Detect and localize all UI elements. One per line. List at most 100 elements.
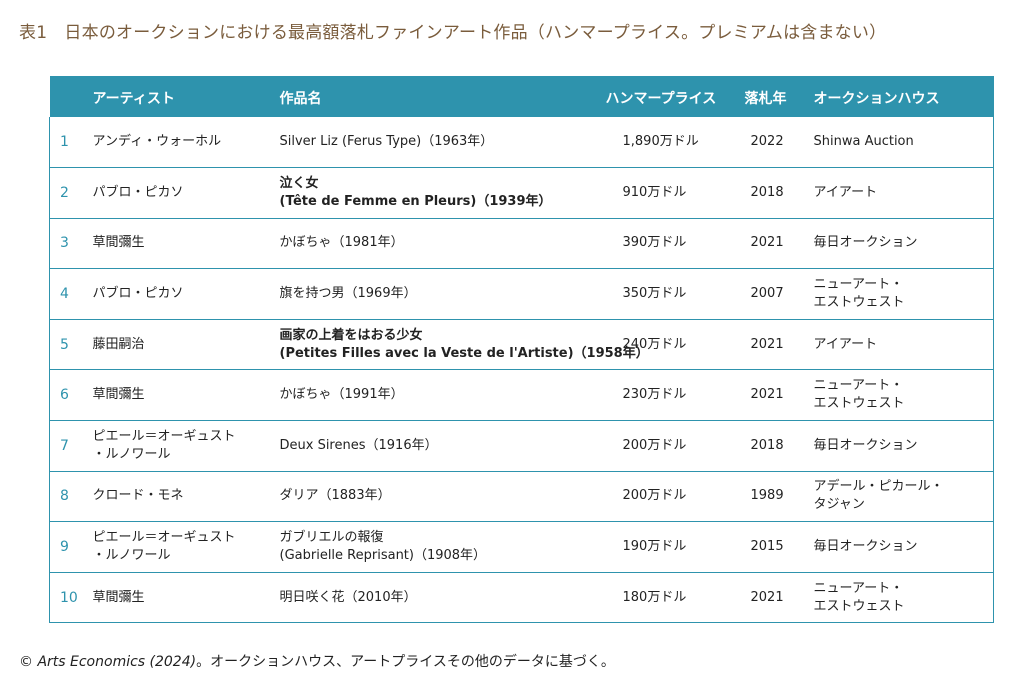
artist-name-line: ・ルノワール: [92, 548, 171, 564]
hammer-price-cell: 200万ドル: [605, 471, 736, 523]
auction-house-line: 毎日オークション: [813, 437, 918, 453]
auction-house-cell: 毎日オークション: [813, 218, 994, 270]
auction-house-line: アイアート: [813, 336, 878, 352]
artist-name-line: 草間彌生: [92, 387, 145, 403]
work-title-line: 画家の上着をはおる少女: [279, 327, 423, 343]
hammer-price-cell: 230万ドル: [605, 369, 736, 422]
work-cell: かぼちゃ（1981年）: [279, 218, 606, 270]
work-cell: ダリア（1883年）: [279, 471, 606, 523]
auction-house-cell: Shinwa Auction: [813, 117, 994, 169]
header-auction-house: オークションハウス: [813, 76, 994, 117]
table-row: 2 パブロ・ピカソ 泣く女 (Tête de Femme en Pleurs)（193…: [49, 167, 994, 219]
work-cell: Deux Sirenes（1916年）: [279, 420, 606, 472]
hammer-price-cell: 910万ドル: [605, 167, 736, 219]
source-footnote: © Arts Economics (2024)。オークションハウス、アートプライ…: [19, 651, 615, 671]
table-row: 4 パブロ・ピカソ 旗を持つ男（1969年） 350万ドル 2007 ニューアート・ エスト…: [49, 268, 994, 320]
sale-year-cell: 2021: [735, 319, 814, 371]
auction-house-line: エストウェスト: [813, 598, 905, 614]
sale-year-cell: 2022: [735, 117, 814, 169]
auction-house-cell: ニューアート・ エストウェスト: [813, 572, 994, 624]
work-cell: 明日咲く花（2010年）: [279, 572, 606, 624]
work-title-line: ガブリエルの報復: [279, 530, 384, 546]
row-number: 4: [49, 268, 93, 320]
auction-house-line: ニューアート・: [813, 378, 904, 394]
sale-year-cell: 2015: [735, 521, 814, 573]
header-no: [49, 76, 93, 117]
sale-year-cell: 2021: [735, 572, 814, 624]
work-cell: かぼちゃ（1991年）: [279, 369, 606, 422]
artist-cell: 草間彌生: [92, 369, 280, 422]
work-title-line: 明日咲く花（2010年）: [279, 589, 417, 605]
auction-house-line: エストウェスト: [813, 396, 905, 412]
artist-name-line: パブロ・ピカソ: [92, 286, 184, 302]
row-number: 5: [49, 319, 93, 371]
work-title-line: (Gabrielle Reprisant)（1908年）: [279, 548, 487, 564]
artist-name-line: ピエール＝オーギュスト: [92, 428, 236, 444]
table-row: 9 ピエール＝オーギュスト ・ルノワール ガブリエルの報復 (Gabrielle Rep…: [49, 521, 994, 573]
hammer-price-cell: 390万ドル: [605, 218, 736, 270]
auction-house-line: エストウェスト: [813, 295, 905, 311]
auction-house-line: ニューアート・: [813, 277, 904, 293]
artist-cell: ピエール＝オーギュスト ・ルノワール: [92, 420, 280, 472]
artist-cell: 藤田嗣治: [92, 319, 280, 371]
work-title-line: (Tête de Femme en Pleurs)（1939年）: [279, 193, 552, 209]
auction-house-line: Shinwa Auction: [813, 134, 914, 150]
source-note: 。オークションハウス、アートプライスその他のデータに基づく。: [196, 654, 615, 670]
work-title-line: 泣く女: [279, 175, 319, 191]
table-row: 5 藤田嗣治 画家の上着をはおる少女 (Petites Filles avec la …: [49, 319, 994, 371]
artist-cell: 草間彌生: [92, 218, 280, 270]
table-row: 6 草間彌生 かぼちゃ（1991年） 230万ドル 2021 ニューアート・ エストウェスト: [49, 369, 994, 422]
artist-name-line: アンディ・ウォーホル: [92, 134, 222, 150]
row-number: 8: [49, 471, 93, 523]
row-number: 6: [49, 369, 93, 422]
work-cell: 泣く女 (Tête de Femme en Pleurs)（1939年）: [279, 167, 606, 219]
table-row: 1 アンディ・ウォーホル Silver Liz (Ferus Type)（1963年…: [49, 117, 994, 169]
sale-year-cell: 1989: [735, 471, 814, 523]
sale-year-cell: 2018: [735, 420, 814, 472]
sale-year-cell: 2007: [735, 268, 814, 320]
row-number: 7: [49, 420, 93, 472]
artist-name-line: 草間彌生: [92, 235, 145, 251]
table-row: 7 ピエール＝オーギュスト ・ルノワール Deux Sirenes（1916年） 200…: [49, 420, 994, 472]
artist-name-line: 藤田嗣治: [92, 336, 145, 352]
artist-cell: ピエール＝オーギュスト ・ルノワール: [92, 521, 280, 573]
work-cell: ガブリエルの報復 (Gabrielle Reprisant)（1908年）: [279, 521, 606, 573]
artist-cell: 草間彌生: [92, 572, 280, 624]
artist-cell: クロード・モネ: [92, 471, 280, 523]
auction-house-cell: 毎日オークション: [813, 521, 994, 573]
sale-year-cell: 2021: [735, 218, 814, 270]
hammer-price-cell: 190万ドル: [605, 521, 736, 573]
artist-name-line: ・ルノワール: [92, 446, 171, 462]
auction-house-line: 毎日オークション: [813, 539, 918, 555]
artist-name-line: パブロ・ピカソ: [92, 184, 184, 200]
header-work: 作品名: [279, 76, 606, 117]
auction-house-cell: ニューアート・ エストウェスト: [813, 369, 994, 422]
hammer-price-cell: 350万ドル: [605, 268, 736, 320]
auction-house-line: タジャン: [813, 497, 865, 513]
row-number: 3: [49, 218, 93, 270]
auction-house-cell: 毎日オークション: [813, 420, 994, 472]
row-number: 1: [49, 117, 93, 169]
work-cell: 画家の上着をはおる少女 (Petites Filles avec la Veste…: [279, 319, 649, 371]
artist-name-line: クロード・モネ: [92, 488, 184, 504]
auction-house-line: 毎日オークション: [813, 235, 918, 251]
header-year: 落札年: [735, 76, 814, 117]
table-body: 1 アンディ・ウォーホル Silver Liz (Ferus Type)（1963年…: [49, 117, 994, 624]
header-hammer-price: ハンマープライス: [605, 76, 736, 117]
auction-table-container: アーティスト 作品名 ハンマープライス 落札年 オークションハウス 1 アンディ・…: [49, 76, 994, 624]
hammer-price-cell: 240万ドル: [605, 319, 736, 371]
auction-house-line: アイアート: [813, 184, 878, 200]
table-header-row: アーティスト 作品名 ハンマープライス 落札年 オークションハウス: [49, 76, 994, 117]
sale-year-cell: 2018: [735, 167, 814, 219]
work-title-line: ダリア（1883年）: [279, 488, 391, 504]
work-cell: 旗を持つ男（1969年）: [279, 268, 606, 320]
header-artist: アーティスト: [92, 76, 280, 117]
artist-cell: アンディ・ウォーホル: [92, 117, 280, 169]
auction-house-line: アデール・ピカール・: [813, 479, 944, 495]
row-number: 2: [49, 167, 93, 219]
work-title-line: かぼちゃ（1991年）: [279, 387, 404, 403]
artist-name-line: ピエール＝オーギュスト: [92, 530, 236, 546]
work-cell: Silver Liz (Ferus Type)（1963年）: [279, 117, 606, 169]
auction-house-cell: アデール・ピカール・ タジャン: [813, 471, 994, 523]
source-citation: © Arts Economics (2024): [19, 654, 197, 670]
